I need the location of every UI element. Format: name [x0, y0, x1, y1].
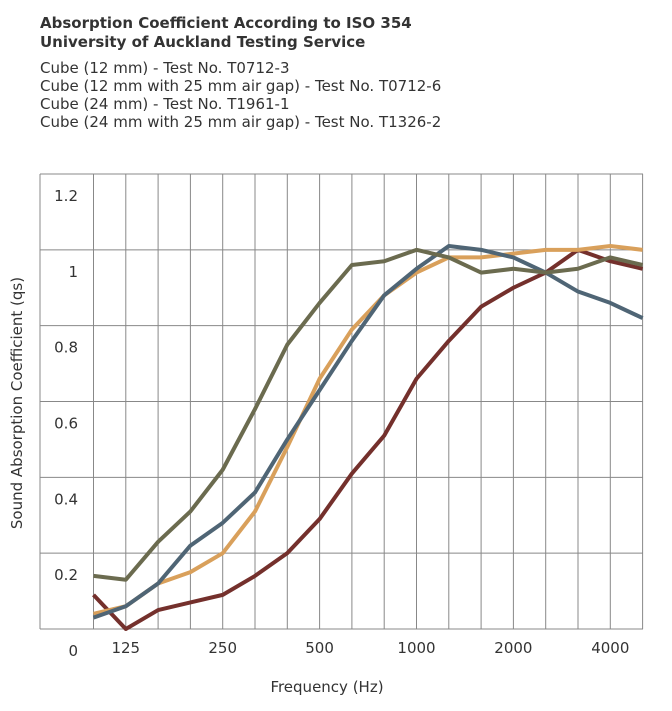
y-tick-label: 0.8	[54, 339, 78, 357]
x-tick-label: 2000	[494, 639, 532, 657]
y-tick-label: 1.2	[54, 187, 78, 205]
x-tick-label: 1000	[397, 639, 435, 657]
y-tick-label: 1	[68, 263, 78, 281]
y-tick-label: 0.4	[54, 490, 78, 508]
x-tick-label: 250	[208, 639, 237, 657]
legend-entry: Cube (24 mm with 25 mm air gap) - Test N…	[40, 113, 441, 131]
series-line	[92, 244, 644, 620]
x-tick-label: 125	[111, 639, 140, 657]
legend-entry: Cube (24 mm) - Test No. T1961-1	[40, 95, 290, 113]
x-tick-label: 500	[305, 639, 334, 657]
y-tick-label: 0	[68, 642, 78, 660]
y-tick-label: 0.6	[54, 415, 78, 433]
series-line	[93, 244, 643, 616]
legend-entry: Cube (12 mm) - Test No. T0712-3	[40, 59, 290, 77]
y-tick-label: 0.2	[54, 566, 78, 584]
chart-subtitle: University of Auckland Testing Service	[40, 33, 365, 51]
x-tick-label: 4000	[591, 639, 629, 657]
series-line	[92, 247, 644, 631]
y-axis-label: Sound Absorption Coefficient (qs)	[8, 277, 26, 529]
chart-title: Absorption Coefficient According to ISO …	[40, 14, 412, 32]
x-axis-label: Frequency (Hz)	[270, 678, 383, 696]
legend-entry: Cube (12 mm with 25 mm air gap) - Test N…	[40, 77, 441, 95]
series-line	[93, 247, 644, 582]
